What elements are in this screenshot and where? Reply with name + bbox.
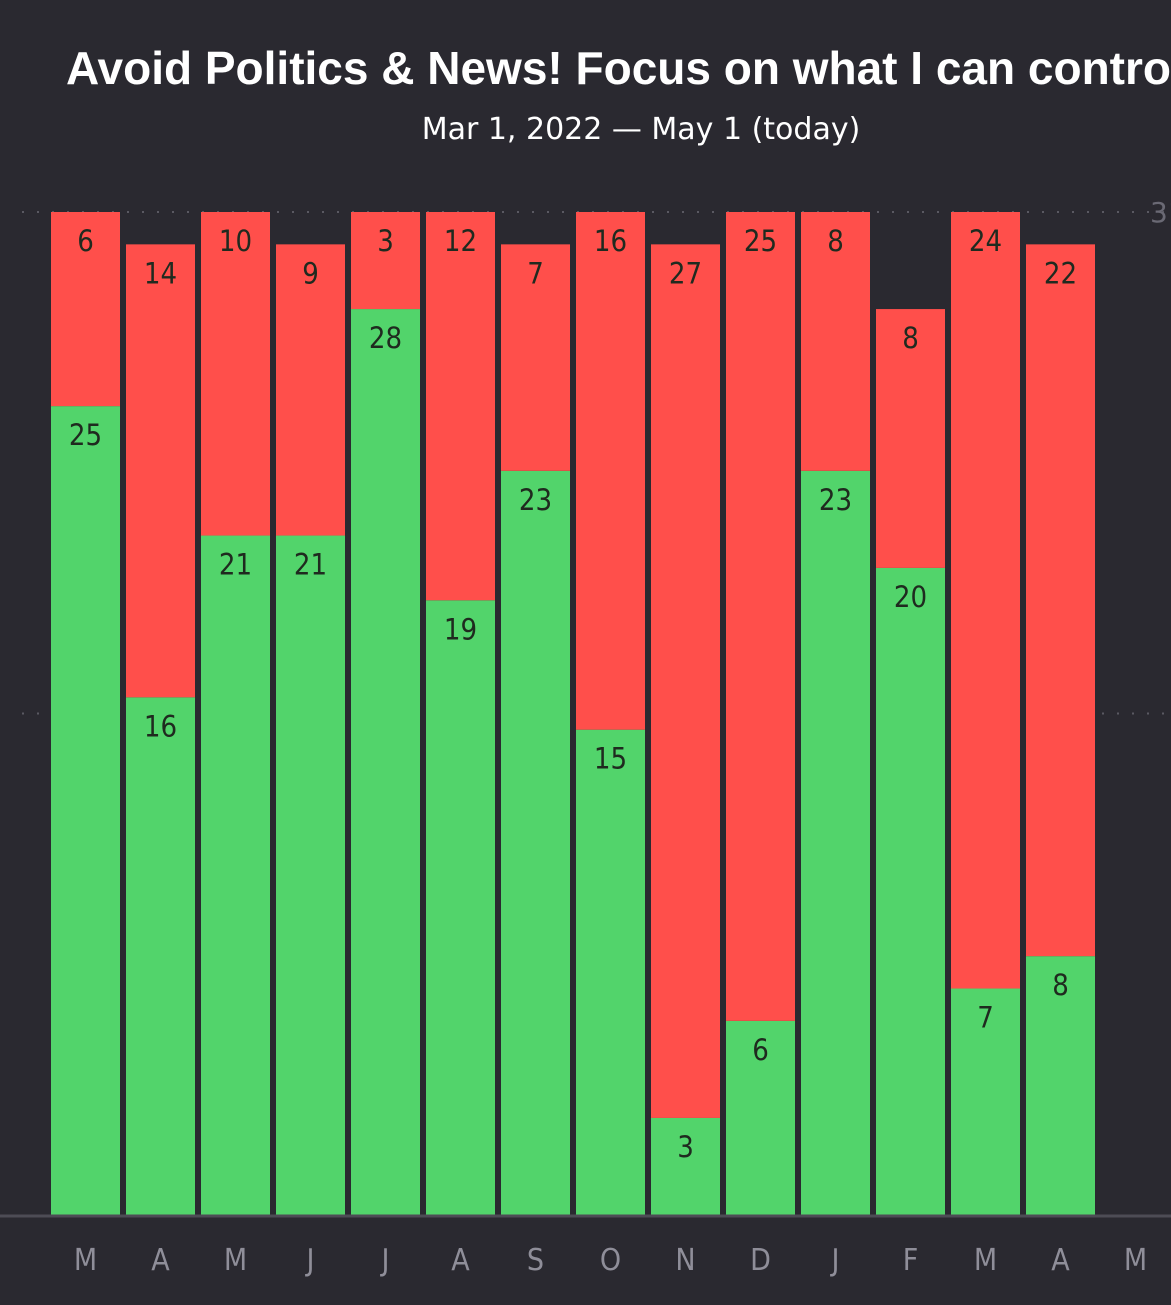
x-tick-label-0: M (74, 1243, 97, 1278)
bar-failure-9 (726, 212, 795, 1021)
bar-label-failure-1: 14 (144, 256, 177, 290)
bar-failure-8 (651, 244, 720, 1118)
x-tick-label-2: M (224, 1243, 247, 1278)
bar-label-failure-11: 8 (902, 321, 919, 355)
bar-success-4 (351, 309, 420, 1215)
x-tick-label-13: A (1051, 1243, 1070, 1278)
bar-failure-11 (876, 309, 945, 568)
bar-failure-0 (51, 212, 120, 407)
bar-label-success-13: 8 (1052, 968, 1069, 1002)
bar-label-success-11: 20 (894, 580, 927, 614)
bar-failure-13 (1026, 244, 1095, 957)
bar-success-13 (1026, 956, 1095, 1215)
bar-label-failure-12: 24 (969, 224, 1002, 258)
bar-label-success-3: 21 (294, 548, 327, 582)
bar-label-failure-6: 7 (527, 256, 544, 290)
bar-label-success-2: 21 (219, 548, 252, 582)
x-tick-label-9: D (750, 1243, 771, 1278)
bar-label-success-0: 25 (69, 418, 102, 452)
bar-label-success-4: 28 (369, 321, 402, 355)
bar-failure-12 (951, 212, 1020, 989)
bar-success-8 (651, 1117, 720, 1215)
bar-success-10 (801, 470, 870, 1215)
bar-label-success-9: 6 (752, 1033, 769, 1067)
chart-subtitle: Mar 1, 2022 — May 1 (today) (421, 112, 861, 147)
x-tick-label-8: N (675, 1243, 695, 1278)
bar-failure-1 (126, 244, 195, 698)
bar-success-12 (951, 988, 1020, 1215)
bar-success-9 (726, 1020, 795, 1215)
bar-failure-6 (501, 244, 570, 471)
bar-label-failure-7: 16 (594, 224, 627, 258)
bar-label-success-6: 23 (519, 483, 552, 517)
bar-label-failure-4: 3 (377, 224, 394, 258)
bar-label-failure-13: 22 (1044, 256, 1077, 290)
bar-failure-5 (426, 212, 495, 601)
bar-label-success-5: 19 (444, 612, 477, 646)
x-tick-label-14: M (1124, 1243, 1147, 1278)
x-tick-label-7: O (600, 1243, 621, 1278)
bar-failure-7 (576, 212, 645, 730)
bar-success-2 (201, 535, 270, 1215)
x-tick-label-3: J (305, 1243, 315, 1278)
x-tick-label-4: J (380, 1243, 390, 1278)
y-max-label: 31 (1150, 196, 1171, 229)
bar-failure-3 (276, 244, 345, 536)
bar-label-failure-5: 12 (444, 224, 477, 258)
x-tick-label-11: F (903, 1243, 919, 1278)
bar-success-1 (126, 697, 195, 1215)
bar-failure-4 (351, 212, 420, 310)
bar-success-5 (426, 600, 495, 1215)
bar-success-6 (501, 470, 570, 1215)
bar-failure-10 (801, 212, 870, 471)
bar-label-failure-9: 25 (744, 224, 777, 258)
x-tick-label-6: S (527, 1243, 544, 1278)
x-tick-label-1: A (151, 1243, 170, 1278)
bar-success-3 (276, 535, 345, 1215)
bar-label-success-8: 3 (677, 1130, 694, 1164)
bar-label-success-7: 15 (594, 742, 627, 776)
bar-success-7 (576, 729, 645, 1215)
x-tick-label-5: A (451, 1243, 470, 1278)
bar-label-failure-2: 10 (219, 224, 252, 258)
bar-label-success-12: 7 (977, 1001, 994, 1035)
bar-label-failure-3: 9 (302, 256, 319, 290)
x-tick-label-12: M (974, 1243, 997, 1278)
bar-label-success-10: 23 (819, 483, 852, 517)
bar-success-11 (876, 567, 945, 1215)
bar-label-failure-10: 8 (827, 224, 844, 258)
x-tick-label-10: J (830, 1243, 840, 1278)
bar-failure-2 (201, 212, 270, 536)
chart-title: Avoid Politics & News! Focus on what I c… (66, 42, 1171, 94)
bar-success-0 (51, 406, 120, 1215)
bar-label-success-1: 16 (144, 709, 177, 743)
bar-label-failure-0: 6 (77, 224, 94, 258)
bar-label-failure-8: 27 (669, 256, 702, 290)
